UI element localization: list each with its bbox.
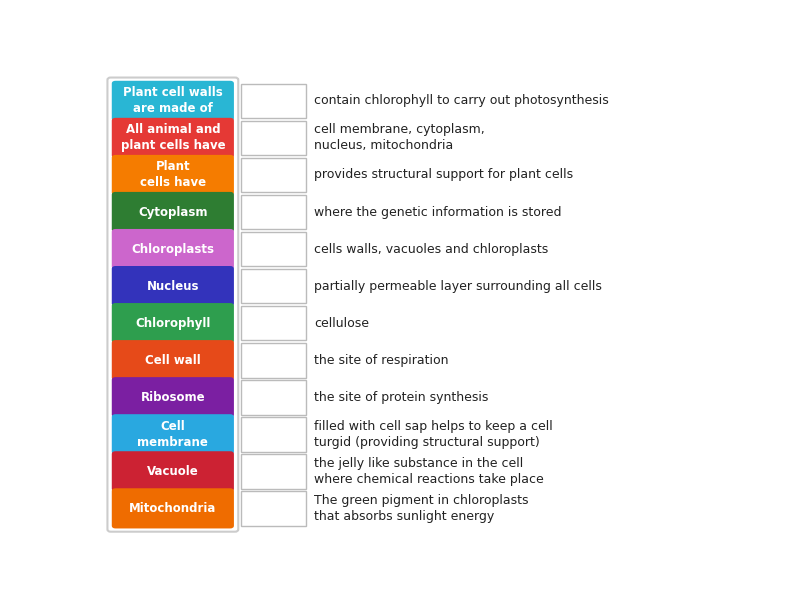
FancyBboxPatch shape [112,414,234,454]
Bar [242,454,306,488]
Text: Ribosome: Ribosome [141,391,205,404]
Text: Cytoplasm: Cytoplasm [138,206,208,218]
FancyBboxPatch shape [112,192,234,232]
FancyBboxPatch shape [112,488,234,529]
Text: Mitochondria: Mitochondria [129,502,217,515]
FancyBboxPatch shape [112,229,234,269]
FancyBboxPatch shape [112,451,234,491]
Text: Vacuole: Vacuole [147,465,198,478]
Bar [242,306,306,340]
Text: the site of protein synthesis: the site of protein synthesis [314,391,488,404]
Text: contain chlorophyll to carry out photosynthesis: contain chlorophyll to carry out photosy… [314,94,609,107]
FancyBboxPatch shape [112,81,234,121]
Bar [242,343,306,377]
Text: provides structural support for plant cells: provides structural support for plant ce… [314,169,573,181]
FancyBboxPatch shape [112,155,234,195]
Text: filled with cell sap helps to keep a cell
turgid (providing structural support): filled with cell sap helps to keep a cel… [314,420,553,449]
Bar [242,491,306,526]
Bar [242,417,306,452]
Text: Chlorophyll: Chlorophyll [135,317,210,329]
Text: Cell
membrane: Cell membrane [138,420,208,449]
FancyBboxPatch shape [112,340,234,380]
Text: partially permeable layer surrounding all cells: partially permeable layer surrounding al… [314,280,602,293]
Text: the jelly like substance in the cell
where chemical reactions take place: the jelly like substance in the cell whe… [314,457,544,486]
Text: cells walls, vacuoles and chloroplasts: cells walls, vacuoles and chloroplasts [314,242,548,256]
Text: Plant
cells have: Plant cells have [140,160,206,190]
Text: the site of respiration: the site of respiration [314,353,448,367]
Text: Plant cell walls
are made of: Plant cell walls are made of [123,86,222,115]
Bar [242,83,306,118]
Bar [242,269,306,304]
Text: where the genetic information is stored: where the genetic information is stored [314,206,562,218]
FancyBboxPatch shape [112,118,234,158]
Bar [242,121,306,155]
Text: Cell wall: Cell wall [145,353,201,367]
FancyBboxPatch shape [112,303,234,343]
Text: The green pigment in chloroplasts
that absorbs sunlight energy: The green pigment in chloroplasts that a… [314,494,528,523]
Text: cell membrane, cytoplasm,
nucleus, mitochondria: cell membrane, cytoplasm, nucleus, mitoc… [314,124,485,152]
Text: All animal and
plant cells have: All animal and plant cells have [121,124,225,152]
Text: Nucleus: Nucleus [146,280,199,293]
FancyBboxPatch shape [112,266,234,306]
FancyBboxPatch shape [112,377,234,418]
Bar [242,380,306,415]
FancyBboxPatch shape [107,77,238,532]
Text: cellulose: cellulose [314,317,369,329]
Bar [242,194,306,229]
Bar [242,158,306,192]
Bar [242,232,306,266]
Text: Chloroplasts: Chloroplasts [131,242,214,256]
